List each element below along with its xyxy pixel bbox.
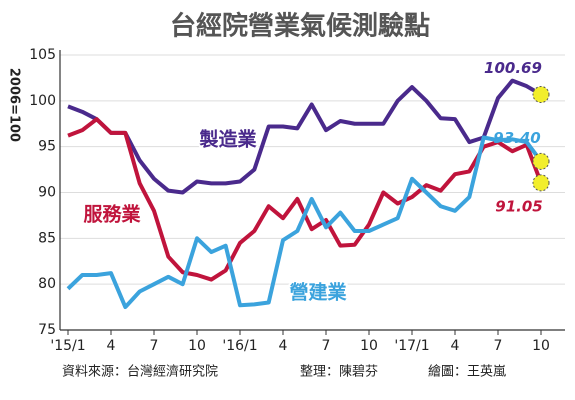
x-tick-label: 7 bbox=[150, 338, 159, 354]
x-tick-label: 10 bbox=[532, 338, 550, 354]
x-tick-label: '15/1 bbox=[50, 338, 85, 354]
y-tick-label: 80 bbox=[38, 276, 56, 292]
series-line bbox=[67, 78, 543, 195]
end-marker bbox=[532, 86, 550, 104]
end-marker bbox=[532, 152, 550, 170]
series-name: 製造業 bbox=[198, 128, 257, 151]
source: 資料來源：台灣經濟研究院 bbox=[62, 364, 218, 380]
x-tick-label: '16/1 bbox=[222, 338, 257, 354]
y-tick-label: 75 bbox=[38, 322, 56, 338]
value-label: 91.05 bbox=[495, 197, 542, 215]
y-tick-label: 100 bbox=[29, 93, 56, 109]
y-tick-label: 85 bbox=[38, 230, 56, 246]
value-label: 93.40 bbox=[493, 129, 540, 147]
x-tick-label: 4 bbox=[107, 338, 116, 354]
series-line bbox=[66, 135, 543, 310]
x-tick-label: 10 bbox=[360, 338, 378, 354]
x-tick-label: 7 bbox=[494, 338, 503, 354]
artist: 繪圖：王英嵐 bbox=[428, 364, 506, 380]
y-tick-label: 105 bbox=[29, 47, 56, 63]
x-tick-label: 4 bbox=[279, 338, 288, 354]
series-name: 服務業 bbox=[83, 203, 141, 226]
x-tick-label: '17/1 bbox=[394, 338, 429, 354]
x-tick-label: 7 bbox=[322, 338, 331, 354]
y-tick-label: 90 bbox=[38, 185, 56, 201]
chart-title: 台經院營業氣候測驗點 bbox=[170, 11, 430, 42]
x-tick-label: 4 bbox=[451, 338, 460, 354]
end-marker bbox=[532, 174, 550, 192]
y-axis-label: 2006=100 bbox=[7, 68, 22, 142]
value-label: 100.69 bbox=[484, 59, 542, 77]
editor: 整理：陳碧芬 bbox=[300, 365, 378, 380]
y-tick-label: 95 bbox=[38, 139, 56, 155]
series-name: 營建業 bbox=[289, 281, 347, 304]
x-tick-label: 10 bbox=[188, 338, 206, 354]
